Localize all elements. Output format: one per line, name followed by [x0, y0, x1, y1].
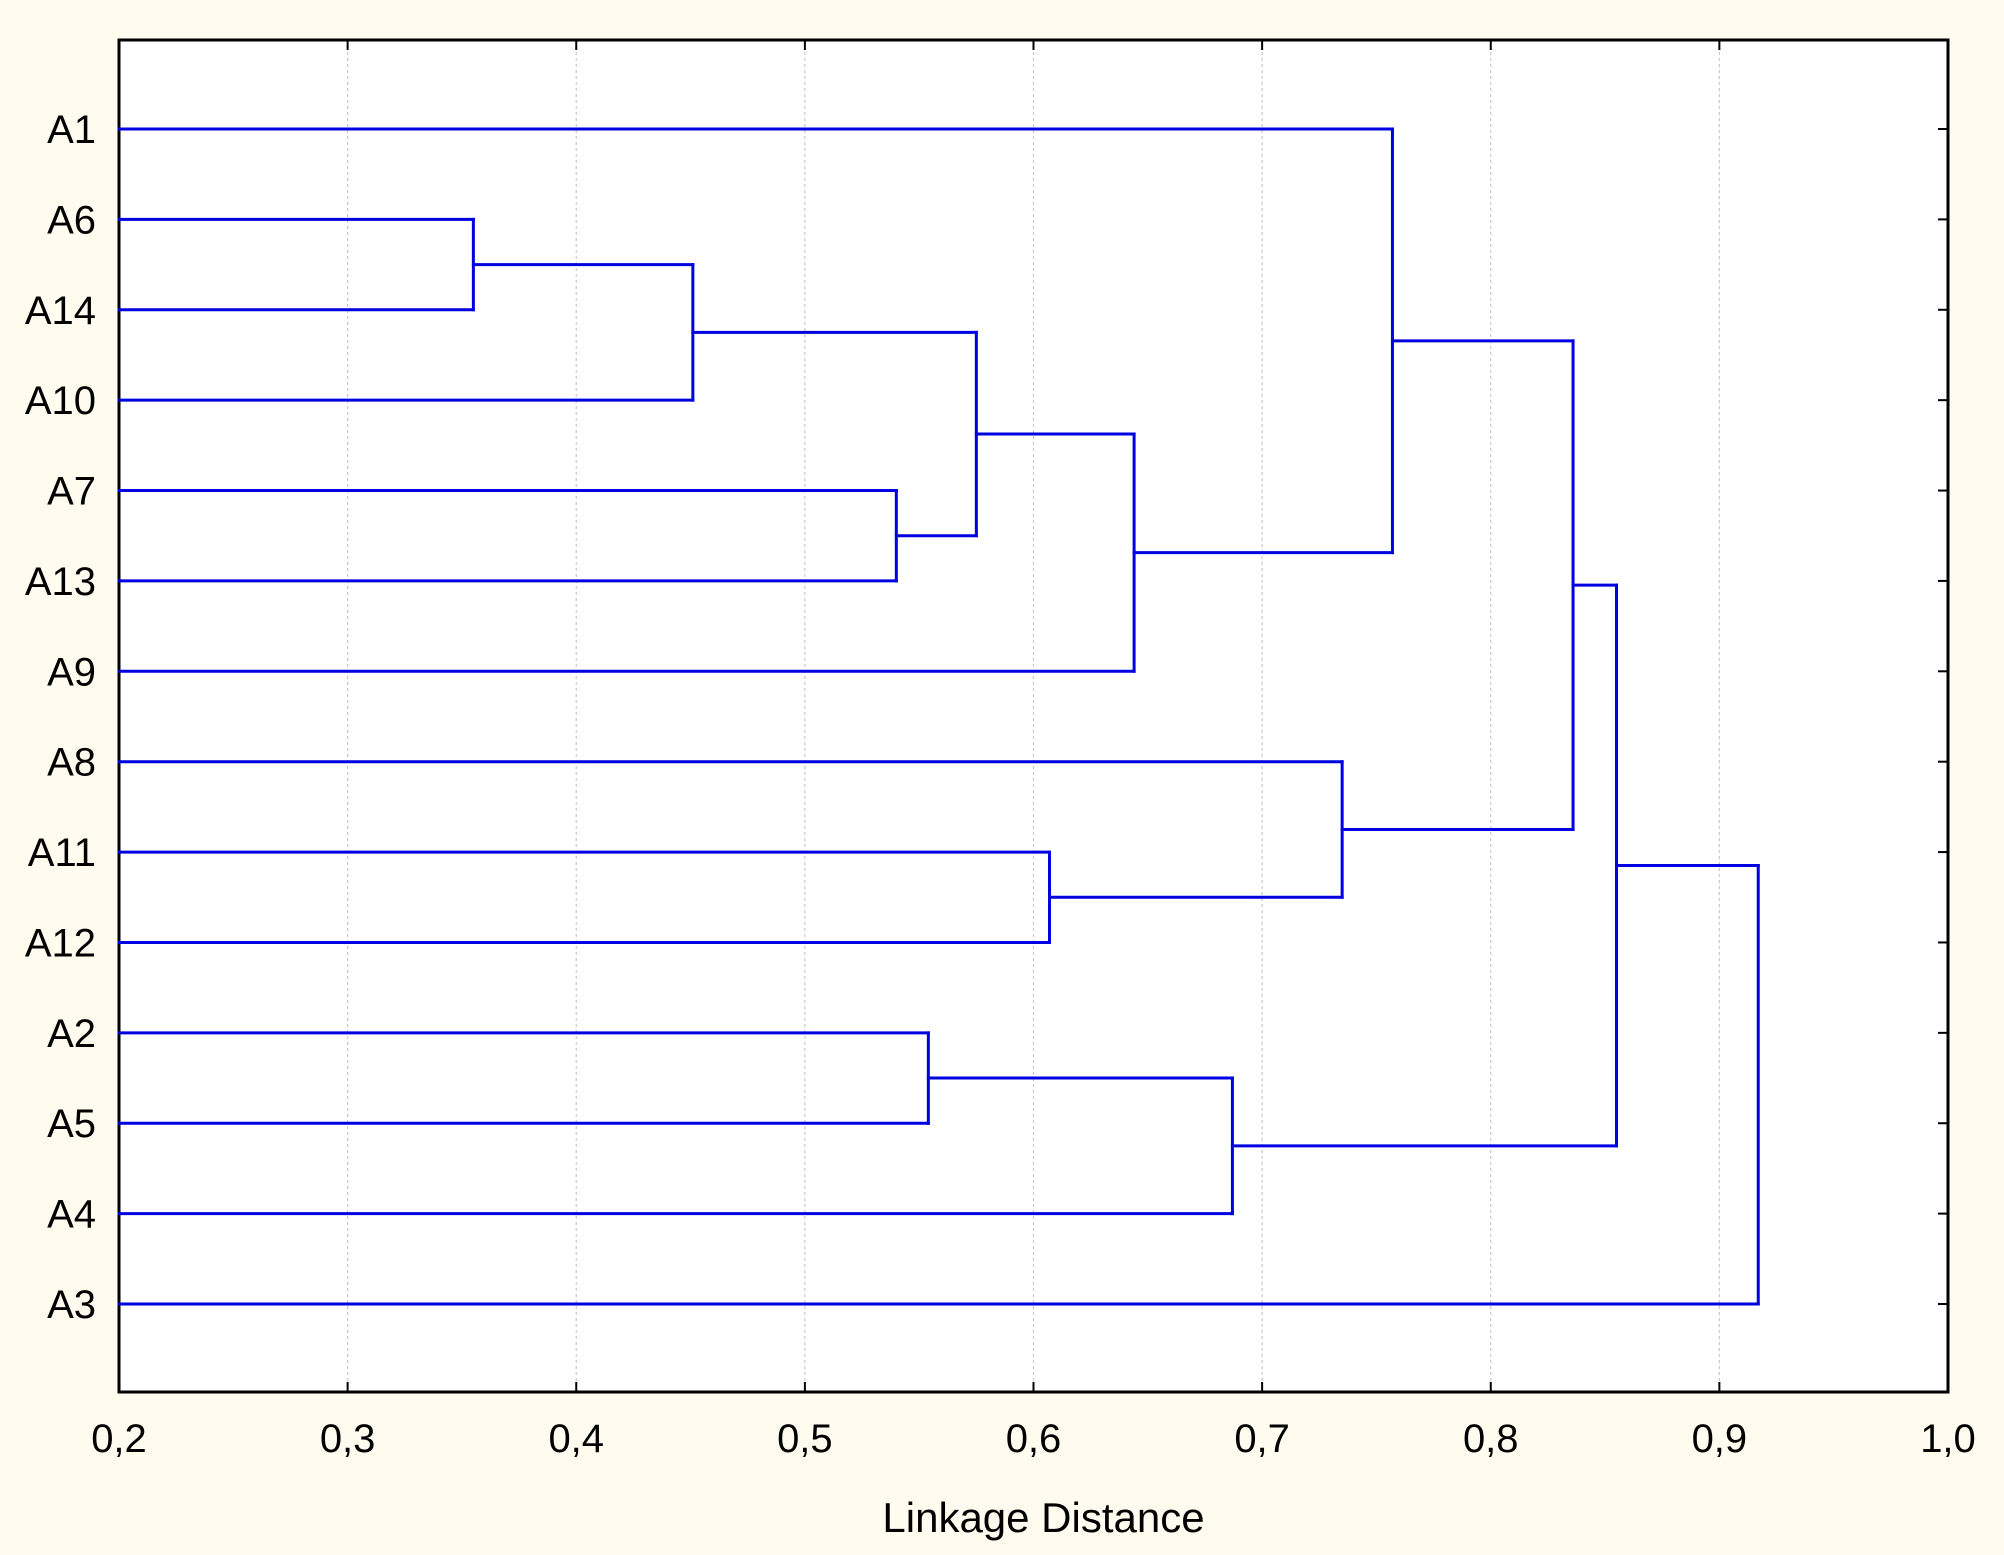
leaf-label: A14 [25, 289, 96, 333]
x-tick-label: 1,0 [1920, 1417, 1976, 1461]
x-tick-label: 0,6 [1006, 1417, 1062, 1461]
leaf-label: A6 [47, 198, 96, 242]
leaf-label: A10 [25, 379, 96, 423]
x-axis-title: Linkage Distance [882, 1494, 1204, 1541]
leaf-label: A5 [47, 1102, 96, 1146]
leaf-label: A3 [47, 1283, 96, 1327]
leaf-label: A7 [47, 470, 96, 514]
leaf-label: A1 [47, 108, 96, 152]
x-tick-labels: 0,2 0,3 0,4 0,5 0,6 0,7 0,8 0,9 1,0 [91, 1417, 1976, 1461]
x-tick-label: 0,4 [548, 1417, 604, 1461]
leaf-labels: A1 A6 A14 A10 A7 A13 A9 A8 A11 A12 A2 A5 A4 A3 [25, 108, 96, 1327]
plot-area [117, 38, 1950, 1394]
x-tick-label: 0,2 [91, 1417, 147, 1461]
leaf-label: A13 [25, 560, 96, 604]
leaf-label: A11 [28, 831, 96, 875]
x-tick-label: 0,5 [777, 1417, 833, 1461]
leaf-label: A8 [47, 741, 96, 785]
x-tick-label: 0,9 [1692, 1417, 1748, 1461]
dendrogram-links [117, 127, 1760, 1306]
leaf-label: A2 [47, 1012, 96, 1056]
x-tick-label: 0,8 [1463, 1417, 1519, 1461]
leaf-label: A12 [25, 921, 96, 965]
x-tick-label: 0,7 [1234, 1417, 1290, 1461]
x-tick-label: 0,3 [320, 1417, 376, 1461]
leaf-label: A4 [47, 1193, 96, 1237]
leaf-label: A9 [47, 650, 96, 694]
